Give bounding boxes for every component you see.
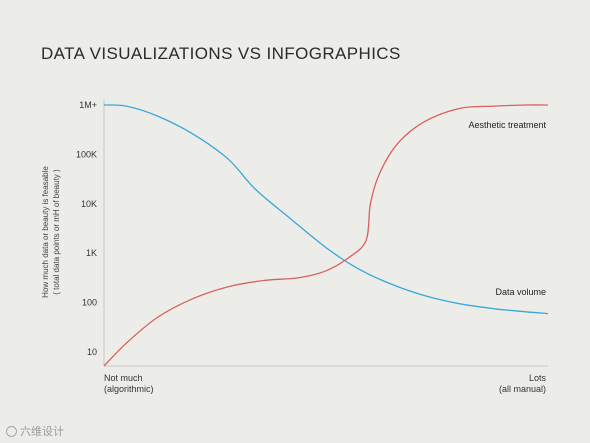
y-tick-label: 10	[87, 347, 97, 357]
series-lines	[103, 104, 549, 367]
watermark-text: 六维设计	[20, 426, 64, 438]
chart-title: DATA VISUALIZATIONS VS INFOGRAPHICS	[41, 44, 401, 63]
y-tick-label: 1M+	[79, 100, 97, 110]
series-line-aesthetic-treatment	[103, 104, 549, 367]
y-tick-label: 100K	[76, 149, 97, 159]
x-tick-label-line1: Not much	[104, 373, 143, 383]
x-tick-label-line1: Lots	[529, 373, 547, 383]
series-label: Data volume	[495, 287, 546, 297]
y-tick-labels: 1M+ 100K 10K 1K 100 10	[76, 100, 97, 357]
x-tick-label-line2: (all manual)	[499, 384, 546, 394]
chart-axes	[103, 99, 548, 367]
y-axis-label-line2: ( total data points or mH of beauty )	[52, 169, 61, 295]
y-tick-label: 100	[82, 298, 97, 308]
y-axis-label: How much data or beauty is feasable ( to…	[41, 166, 61, 298]
series-label: Aesthetic treatment	[468, 120, 546, 130]
y-tick-label: 10K	[81, 199, 97, 209]
y-axis-label-line1: How much data or beauty is feasable	[41, 166, 50, 298]
watermark-icon	[6, 426, 17, 437]
series-line-data-volume	[103, 104, 549, 315]
y-tick-label: 1K	[86, 248, 97, 258]
watermark-logo: 六维设计	[6, 423, 64, 439]
series-labels: Data volume Aesthetic treatment	[468, 120, 546, 297]
x-tick-label-line2: (algorithmic)	[104, 384, 154, 394]
x-tick-labels: Not much(algorithmic) Lots(all manual)	[104, 373, 546, 394]
